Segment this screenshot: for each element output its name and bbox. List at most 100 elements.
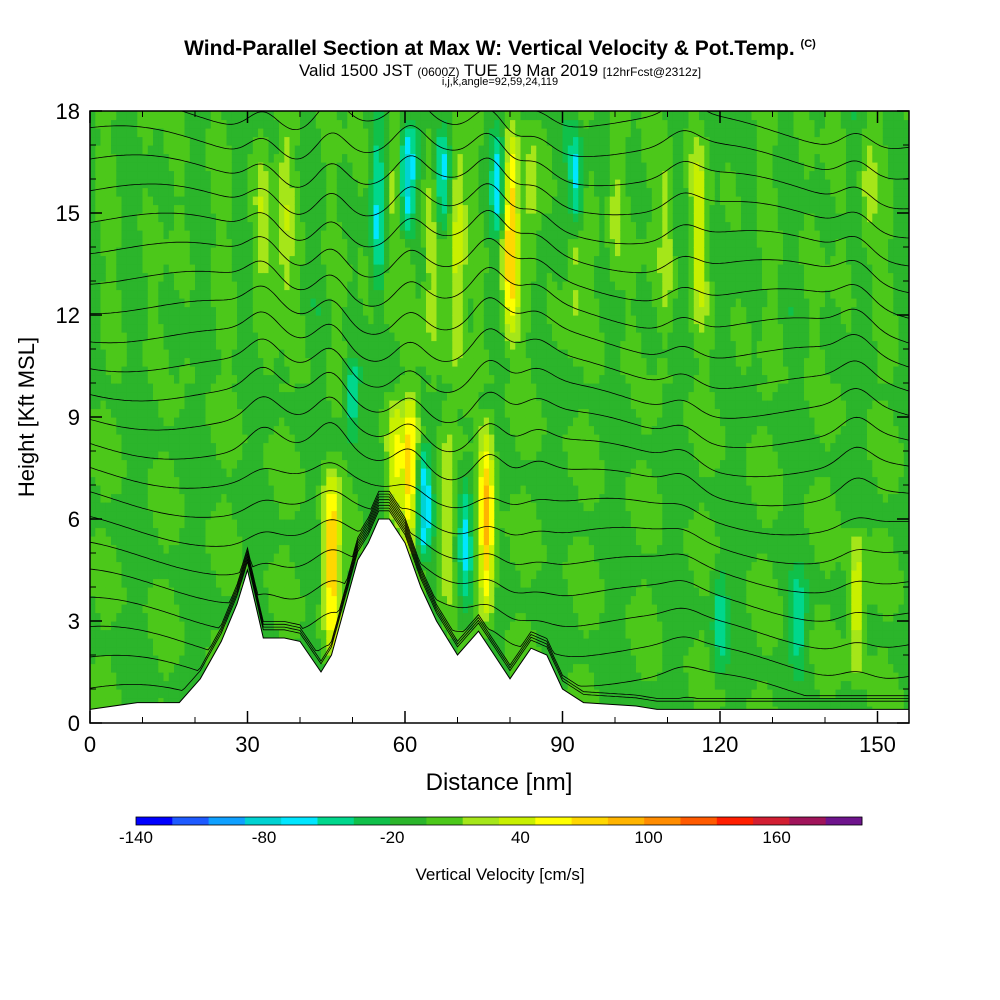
velocity-cell — [168, 638, 175, 648]
velocity-cell — [347, 519, 354, 529]
velocity-cell — [158, 383, 165, 393]
velocity-cell — [436, 476, 443, 486]
velocity-cell — [216, 493, 222, 503]
velocity-cell — [289, 374, 296, 384]
velocity-cell — [200, 349, 207, 359]
velocity-cell — [363, 221, 369, 231]
velocity-cell — [436, 187, 443, 197]
velocity-cell — [368, 340, 375, 350]
velocity-cell — [279, 468, 285, 478]
velocity-cell — [284, 272, 291, 282]
velocity-cell — [273, 493, 280, 503]
velocity-cell — [352, 408, 359, 418]
velocity-cell — [195, 425, 201, 435]
velocity-cell — [326, 289, 333, 299]
velocity-cell — [310, 561, 317, 571]
velocity-cell — [321, 119, 327, 129]
velocity-cell — [289, 408, 296, 418]
velocity-cell — [273, 281, 280, 291]
velocity-cell — [399, 111, 406, 121]
velocity-cell — [105, 230, 112, 240]
velocity-cell — [300, 332, 306, 342]
velocity-cell — [331, 289, 338, 299]
velocity-cell — [132, 417, 138, 427]
velocity-cell — [447, 366, 453, 376]
velocity-cell — [399, 247, 406, 257]
velocity-cell — [100, 544, 107, 554]
velocity-cell — [137, 230, 144, 240]
velocity-cell — [294, 587, 301, 597]
velocity-cell — [399, 459, 406, 469]
velocity-cell — [447, 587, 453, 597]
velocity-cell — [168, 400, 175, 410]
velocity-cell — [95, 204, 102, 214]
velocity-cell — [184, 451, 191, 461]
velocity-cell — [252, 383, 259, 393]
velocity-cell — [132, 629, 138, 639]
velocity-cell — [357, 527, 364, 537]
velocity-cell — [142, 434, 149, 444]
velocity-cell — [394, 128, 401, 138]
velocity-cell — [231, 536, 238, 546]
velocity-cell — [221, 468, 228, 478]
velocity-cell — [116, 502, 123, 512]
velocity-cell — [179, 196, 186, 206]
velocity-cell — [258, 366, 264, 376]
velocity-cell — [205, 128, 212, 138]
velocity-cell — [420, 179, 427, 189]
velocity-cell — [394, 476, 401, 486]
velocity-cell — [357, 230, 364, 240]
velocity-cell — [100, 170, 107, 180]
velocity-cell — [331, 451, 338, 461]
velocity-cell — [326, 119, 333, 129]
velocity-cell — [189, 434, 196, 444]
velocity-cell — [205, 638, 212, 648]
velocity-cell — [352, 162, 359, 172]
velocity-cell — [431, 289, 438, 299]
velocity-cell — [436, 213, 443, 223]
velocity-cell — [415, 493, 422, 503]
velocity-cell — [200, 153, 207, 163]
velocity-cell — [147, 357, 154, 367]
velocity-cell — [142, 306, 149, 316]
velocity-cell — [247, 383, 254, 393]
velocity-cell — [179, 391, 186, 401]
velocity-cell — [394, 349, 401, 359]
velocity-cell — [410, 349, 417, 359]
velocity-cell — [226, 136, 233, 146]
velocity-cell — [132, 519, 138, 529]
velocity-cell — [216, 196, 222, 206]
velocity-cell — [384, 204, 390, 214]
velocity-cell — [95, 595, 102, 605]
velocity-cell — [95, 119, 102, 129]
velocity-cell — [321, 536, 327, 546]
velocity-cell — [326, 323, 333, 333]
velocity-cell — [216, 264, 222, 274]
velocity-cell — [174, 527, 180, 537]
velocity-cell — [221, 332, 228, 342]
velocity-cell — [384, 255, 390, 265]
velocity-cell — [300, 621, 306, 631]
velocity-cell — [305, 629, 312, 639]
velocity-cell — [231, 442, 238, 452]
velocity-cell — [216, 544, 222, 554]
velocity-cell — [258, 128, 264, 138]
velocity-cell — [132, 162, 138, 172]
velocity-cell — [111, 689, 117, 699]
velocity-cell — [200, 621, 207, 631]
velocity-cell — [352, 374, 359, 384]
velocity-cell — [195, 434, 201, 444]
velocity-cell — [415, 255, 422, 265]
velocity-cell — [226, 306, 233, 316]
velocity-cell — [258, 204, 264, 214]
velocity-cell — [137, 578, 144, 588]
velocity-cell — [373, 366, 380, 376]
velocity-cell — [90, 179, 96, 189]
velocity-cell — [158, 604, 165, 614]
velocity-cell — [336, 230, 343, 240]
velocity-cell — [242, 349, 249, 359]
velocity-cell — [90, 655, 96, 665]
velocity-cell — [137, 162, 144, 172]
velocity-cell — [336, 179, 343, 189]
velocity-cell — [279, 230, 285, 240]
